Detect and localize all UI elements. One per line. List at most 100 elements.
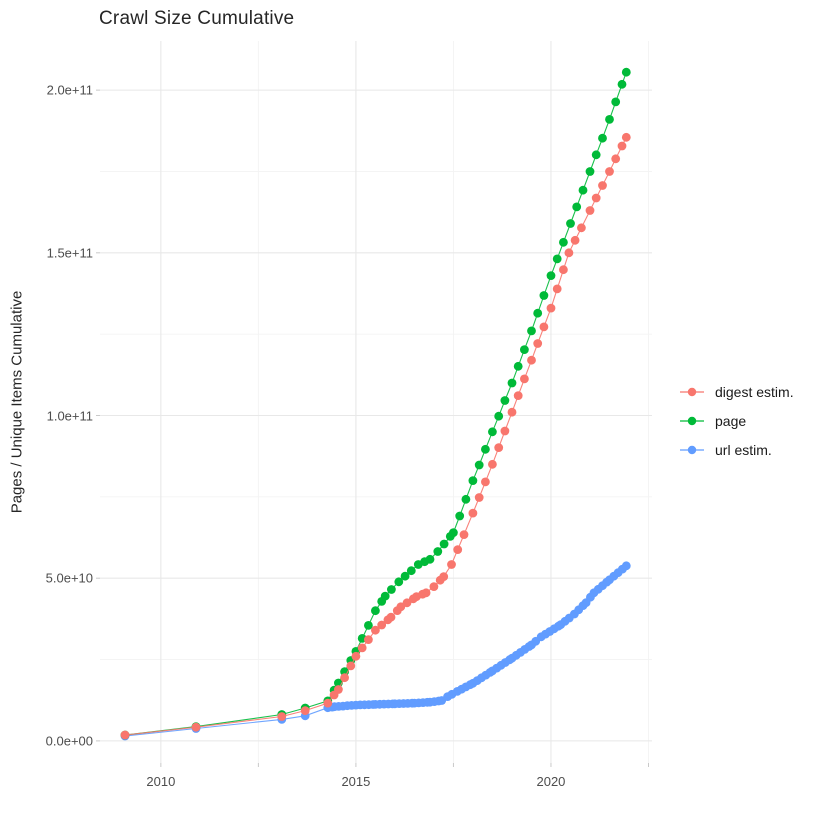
data-point [377, 620, 387, 630]
data-point [459, 530, 469, 539]
data-point [605, 167, 614, 176]
data-point [591, 193, 601, 203]
data-point [481, 477, 490, 487]
data-point [387, 585, 396, 594]
data-point [323, 698, 333, 708]
x-tick-label: 2020 [536, 774, 566, 789]
data-point [617, 79, 627, 89]
data-point [346, 661, 356, 671]
data-point [572, 202, 582, 212]
data-point [433, 547, 443, 556]
data-point [425, 554, 435, 564]
data-point [527, 326, 536, 336]
data-point [371, 606, 380, 616]
data-point [371, 625, 380, 635]
data-point [400, 571, 410, 581]
data-point [507, 407, 517, 417]
data-point [611, 97, 621, 107]
data-point [539, 291, 549, 300]
data-point [500, 396, 510, 405]
data-point [449, 528, 458, 537]
data-point [453, 545, 463, 554]
data-point [617, 141, 627, 151]
legend-label-page: page [715, 412, 747, 429]
data-point [455, 511, 465, 521]
y-tick-label: 2.0e+11 [46, 82, 93, 98]
data-point [474, 460, 484, 470]
data-point [191, 722, 201, 732]
data-point [439, 539, 449, 549]
data-point [340, 673, 349, 683]
data-point [488, 427, 497, 437]
data-point [552, 254, 562, 264]
data-point [351, 651, 361, 661]
data-point [394, 577, 404, 587]
data-point [357, 643, 367, 653]
data-point [591, 150, 601, 160]
data-point [447, 560, 456, 569]
data-point [429, 582, 439, 591]
legend-label-digest: digest estim. [715, 383, 794, 400]
data-point [500, 426, 510, 436]
data-point [559, 237, 568, 247]
data-point [494, 443, 504, 452]
data-point [334, 685, 343, 694]
series-points-page [120, 67, 631, 740]
legend-entry-url: url estim. [679, 441, 794, 458]
legend-label-url: url estim. [715, 441, 772, 458]
x-tick-label: 2015 [341, 774, 371, 789]
legend: digest estim. page url estim. [679, 383, 794, 470]
data-point [566, 219, 575, 228]
data-point [120, 730, 130, 740]
data-point [559, 265, 568, 275]
data-point [406, 566, 416, 576]
data-point [474, 493, 484, 502]
data-point [585, 206, 595, 215]
data-point [402, 598, 412, 608]
data-point [461, 494, 471, 504]
data-point [546, 303, 556, 313]
data-point [507, 378, 517, 388]
data-point [539, 322, 549, 332]
y-tick-label: 5.0e+10 [45, 570, 93, 586]
chart-title: Crawl Size Cumulative [99, 8, 295, 29]
data-point [564, 248, 574, 258]
data-point [611, 154, 621, 164]
data-point [621, 67, 631, 77]
x-tick-label: 2010 [146, 774, 176, 789]
y-axis-title: Pages / Unique Items Cumulative [8, 290, 26, 514]
y-tick-label: 0.0e+00 [45, 733, 93, 749]
data-point [468, 476, 478, 485]
legend-entry-digest: digest estim. [679, 383, 794, 400]
data-point [577, 223, 586, 233]
data-point [488, 459, 497, 469]
legend-key-digest-icon [680, 387, 704, 396]
data-point [520, 345, 529, 354]
data-point [386, 612, 396, 622]
data-point [481, 444, 490, 454]
data-point [598, 181, 607, 190]
data-point [598, 133, 607, 143]
series-points-urlestim [120, 561, 631, 741]
data-point [533, 339, 543, 348]
data-point [546, 271, 556, 280]
data-point [520, 374, 529, 384]
series-points-digestestim [120, 132, 631, 740]
data-point [621, 561, 631, 571]
data-point [570, 235, 580, 245]
data-point [494, 411, 504, 421]
data-point [585, 167, 595, 176]
data-point [533, 308, 543, 318]
data-point [621, 132, 631, 142]
data-point [364, 621, 373, 630]
y-tick-label: 1.5e+11 [46, 245, 93, 261]
data-point [578, 185, 588, 195]
data-point [513, 361, 523, 371]
data-point [513, 391, 523, 400]
y-tick-label: 1.0e+11 [46, 408, 93, 423]
data-point [277, 712, 287, 721]
data-point [552, 284, 562, 294]
data-point [605, 115, 614, 124]
